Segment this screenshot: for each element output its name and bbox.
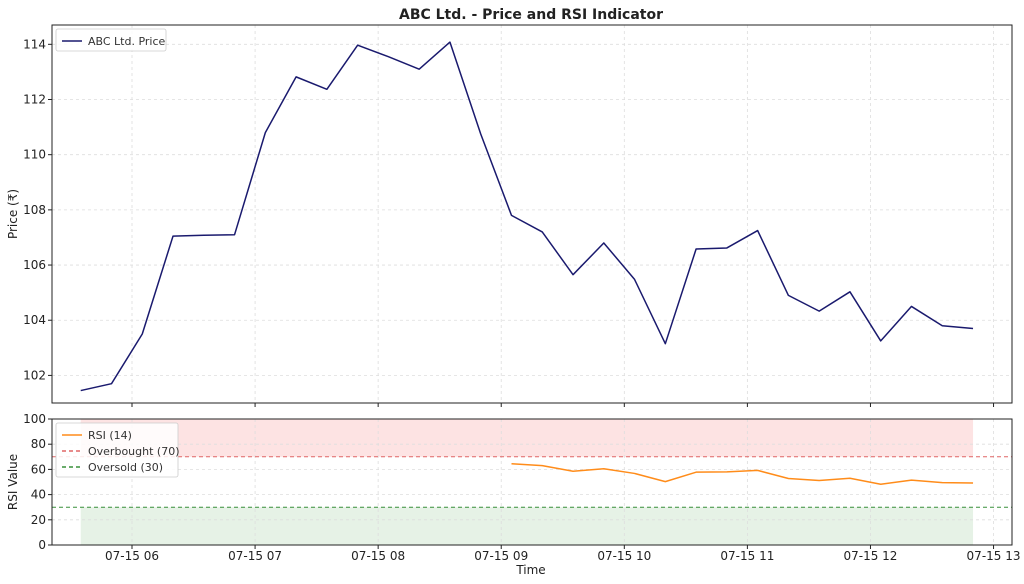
legend-entry-label: Oversold (30) [88,461,163,474]
price-ytick-label: 114 [23,37,46,51]
price-ytick-label: 104 [23,313,46,327]
legend-box [55,28,167,52]
price-series-line-0 [80,41,974,392]
rsi-ytick-label: 60 [31,462,46,476]
legend-box [55,422,179,478]
legend-entry-label: Overbought (70) [88,445,180,458]
price-grid [52,25,1012,403]
rsi-axis-label: RSI Value [6,454,20,510]
xtick-label: 07-15 13 [967,549,1021,563]
rsi-band-1 [80,507,974,545]
rsi-legend: RSI (14) Overbought (70) Oversold (30) [55,422,180,478]
rsi-panel-frame [51,418,1013,546]
rsi-ytick-label: 80 [31,437,46,451]
rsi-ytick-label: 100 [23,412,46,426]
xtick-label: 07-15 12 [843,549,897,563]
x-axis-label: Time [515,563,545,577]
chart-title: ABC Ltd. - Price and RSI Indicator [399,7,663,23]
rsi-ytick-label: 40 [31,488,46,502]
price-panel: 102 104 106 108 110 112 114 Price (₹) ABC Ltd.… [6,24,1013,407]
rsi-ytick-label: 0 [38,538,46,552]
price-ytick-label: 112 [23,92,46,106]
rsi-series-line-0 [511,462,974,486]
price-ytick-label: 108 [23,203,46,217]
price-panel-frame [51,24,1013,404]
xtick-label: 07-15 08 [351,549,405,563]
price-legend: ABC Ltd. Price [55,28,167,52]
rsi-ytick-label: 20 [31,513,46,527]
price-ytick-label: 106 [23,258,46,272]
xtick-label: 07-15 09 [474,549,528,563]
xtick-label: 07-15 07 [228,549,282,563]
xtick-label: 07-15 11 [720,549,774,563]
xtick-label: 07-15 06 [105,549,159,563]
rsi-band-0 [80,419,974,457]
rsi-panel: 0 20 40 60 80 100 07-15 06 07-15 07 07-15 08 07-… [6,412,1021,563]
price-ytick-label: 110 [23,148,46,162]
xtick-label: 07-15 10 [597,549,651,563]
price-axis-label: Price (₹) [6,189,20,239]
legend-entry-label: ABC Ltd. Price [88,35,166,48]
legend-entry-label: RSI (14) [88,429,132,442]
price-ytick-label: 102 [23,368,46,382]
